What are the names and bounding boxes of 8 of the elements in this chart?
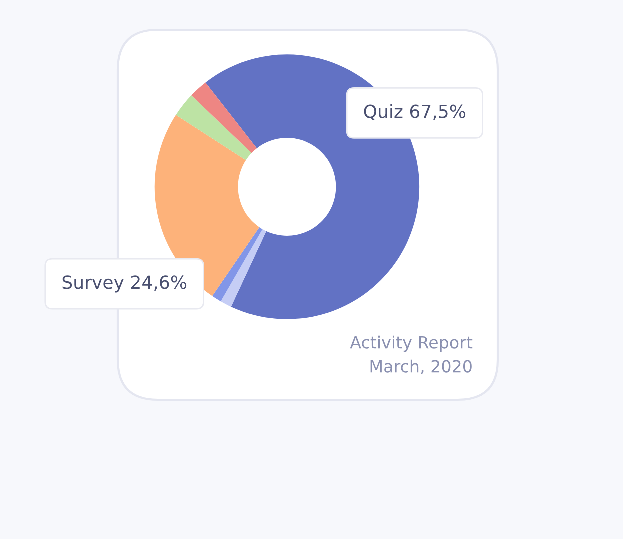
- slice-label: Quiz 67,5%: [364, 104, 466, 120]
- donut-slice: [220, 229, 267, 307]
- text: March, 2020: [370, 360, 472, 375]
- donut-slice: [212, 227, 263, 302]
- slice-label: Survey 24,6%: [62, 276, 187, 293]
- donut-slice: [192, 82, 258, 154]
- text: Activity Report: [350, 336, 473, 352]
- donut-slice: [176, 96, 252, 160]
